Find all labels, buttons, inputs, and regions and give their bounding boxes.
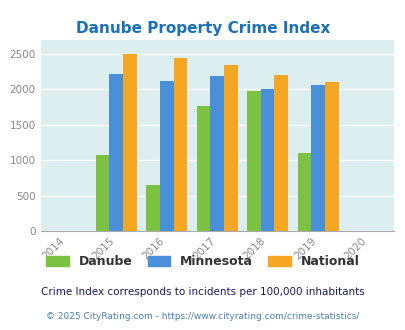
Bar <box>311 84 324 231</box>
Text: © 2025 CityRating.com - https://www.cityrating.com/crime-statistics/: © 2025 CityRating.com - https://www.city… <box>46 312 359 321</box>
Bar <box>173 58 187 231</box>
Bar <box>109 74 123 231</box>
Text: Crime Index corresponds to incidents per 100,000 inhabitants: Crime Index corresponds to incidents per… <box>41 287 364 297</box>
Bar <box>297 153 311 231</box>
Bar <box>123 54 136 231</box>
Bar <box>210 76 224 231</box>
Bar <box>274 75 288 231</box>
Bar <box>324 82 338 231</box>
Legend: Danube, Minnesota, National: Danube, Minnesota, National <box>41 250 364 274</box>
Bar <box>247 91 260 231</box>
Text: Danube Property Crime Index: Danube Property Crime Index <box>76 21 329 36</box>
Bar <box>196 106 210 231</box>
Bar <box>96 155 109 231</box>
Bar <box>224 65 237 231</box>
Bar <box>160 81 173 231</box>
Bar <box>260 89 274 231</box>
Bar <box>146 185 160 231</box>
